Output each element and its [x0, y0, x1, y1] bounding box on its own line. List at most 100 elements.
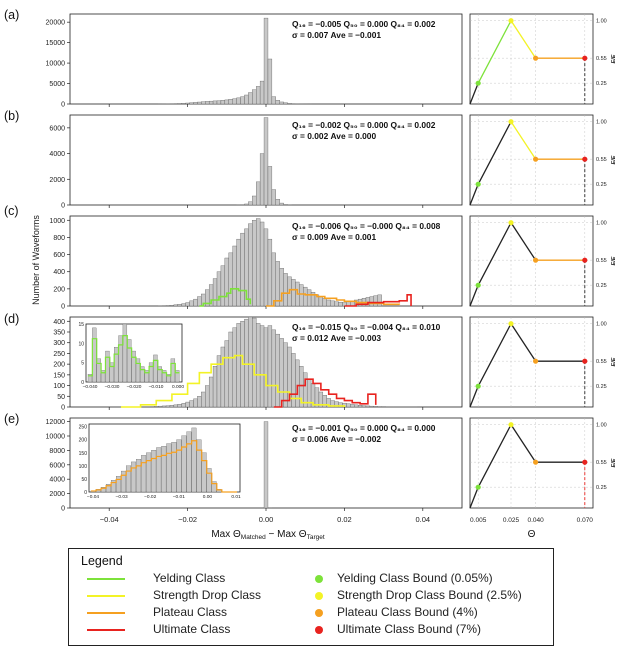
ultimate-class-curve — [344, 294, 412, 307]
hist-bar — [318, 296, 324, 307]
inset-bar — [171, 442, 177, 493]
backbone-panel-a: 0.25 0.55 1.00 E/E — [469, 13, 617, 105]
y-tick-label: 0 — [61, 203, 65, 210]
backbone-segment — [510, 323, 537, 362]
hist-bar — [275, 100, 280, 105]
plot-frame — [469, 13, 594, 105]
stats-line-2: σ = 0.007 Ave = −0.001 — [292, 30, 381, 40]
hist-bar — [306, 289, 312, 307]
inset-bar — [135, 358, 141, 383]
stats-line-2: σ = 0.012 Ave = −0.003 — [292, 333, 381, 343]
hist-bar — [224, 99, 229, 105]
inset-x-tick-label: 0.000 — [172, 384, 184, 390]
inset-y-tick-label: 100 — [79, 464, 88, 470]
backbone-panel-e: 0.25 0.55 1.00 E/E — [469, 417, 617, 509]
class-bound-dot — [533, 55, 539, 61]
y-tick-label: 6000 — [49, 125, 65, 132]
hist-bar — [377, 294, 382, 307]
hist-bar — [369, 296, 374, 307]
inset-y-tick-label: 5 — [81, 361, 84, 367]
backbone-segment — [510, 424, 537, 463]
hist-bar — [346, 403, 351, 408]
inset-x-tick-label: −0.01 — [173, 494, 185, 500]
stats-line-1: Q₁₆ = −0.001 Q₅₀ = 0.000 Q₈₄ = 0.000 — [292, 423, 436, 433]
inset-bar — [87, 374, 93, 383]
inset-bar — [131, 350, 136, 383]
hist-bar — [357, 405, 363, 408]
inset-bar — [151, 450, 157, 493]
panel-label-a: (a) — [4, 8, 19, 22]
hist-bar — [256, 86, 261, 105]
yelding-class-curve — [199, 288, 252, 307]
hist-panel-c: 0 200 400 600 800 1000 Q₁₆ = −0.006 Q₅₀ = −0.0… — [49, 215, 463, 311]
inset-bar — [166, 374, 171, 383]
right-y-axis-label: E/E — [611, 155, 617, 164]
hist-bar — [248, 223, 253, 307]
backbone-panel-d: 0.25 0.55 1.00 E/E — [469, 316, 617, 408]
y-tick-label: 0 — [61, 506, 65, 513]
hist-bar — [283, 273, 288, 307]
hist-bar — [154, 406, 159, 408]
backbone-segment — [477, 20, 512, 84]
backbone-segment — [469, 82, 479, 105]
y-tick-label: 100 — [53, 383, 65, 390]
hist-bar — [165, 305, 171, 307]
inset-x-tick-label: −0.040 — [83, 384, 98, 390]
hist-bar — [244, 94, 249, 105]
y-tick-label: 2000 — [49, 491, 65, 498]
hist-bar — [220, 346, 226, 408]
hist-bar — [271, 329, 276, 408]
right-y-tick-label: 0.25 — [596, 81, 607, 87]
hist-bar — [193, 298, 198, 307]
right-x-tick-label: 0.070 — [577, 517, 594, 524]
hist-bar — [373, 295, 378, 307]
legend-dot-label: Yelding Class Bound (0.05%) — [337, 571, 493, 585]
hist-bar — [232, 98, 237, 105]
x-tick-label: −0.02 — [178, 515, 197, 524]
right-x-tick-label: 0.025 — [503, 517, 520, 524]
hist-bar — [252, 317, 257, 408]
inset-bar — [181, 435, 187, 493]
hist-panel-a: 0 5000 10000 15000 20000 Q₁₆ = −0.005 Q₅₀ = 0… — [46, 13, 463, 109]
backbone-segment — [469, 385, 479, 408]
stats-line-1: Q₁₆ = −0.006 Q₅₀ = −0.000 Q₈₄ = 0.008 — [292, 221, 441, 231]
inset-bar — [144, 370, 149, 383]
hist-bar — [197, 101, 202, 105]
right-y-axis-label: E/E — [611, 458, 617, 467]
hist-bar — [338, 301, 343, 307]
hist-bar — [271, 252, 276, 307]
hist-bar — [216, 271, 222, 307]
class-bound-dot — [582, 358, 588, 364]
hist-bar — [361, 405, 367, 408]
inset-bar — [126, 465, 132, 493]
inset-bar — [141, 455, 147, 493]
backbone-segment — [510, 222, 537, 261]
right-y-tick-label: 0.25 — [596, 283, 607, 289]
stats-line-2: σ = 0.006 Ave = −0.002 — [292, 434, 381, 444]
hist-bar — [275, 261, 280, 307]
inset-y-tick-label: 10 — [78, 341, 84, 347]
class-bound-dot — [533, 257, 539, 263]
inset-bar — [140, 366, 145, 383]
panel-label-b: (b) — [4, 109, 19, 123]
inset-bar — [196, 439, 202, 493]
hist-bar — [236, 97, 241, 105]
class-bound-dot — [508, 422, 514, 428]
class-bound-dot — [475, 181, 481, 187]
hist-bar — [326, 299, 331, 307]
y-tick-label: 0 — [61, 405, 65, 412]
hist-bar — [259, 221, 265, 307]
y-tick-label: 400 — [53, 319, 65, 326]
legend-line-label: Strength Drop Class — [153, 588, 262, 602]
hist-bar — [240, 96, 245, 105]
hist-bar — [197, 296, 202, 307]
class-bound-dot — [475, 282, 481, 288]
inset-bar — [166, 443, 172, 493]
y-tick-label: 0 — [61, 102, 65, 109]
hist-bar — [189, 400, 194, 408]
hist-bar — [161, 405, 167, 408]
hist-bar — [354, 404, 359, 408]
hist-bar — [212, 366, 218, 408]
legend-dot-label: Ultimate Class Bound (7%) — [337, 622, 482, 636]
